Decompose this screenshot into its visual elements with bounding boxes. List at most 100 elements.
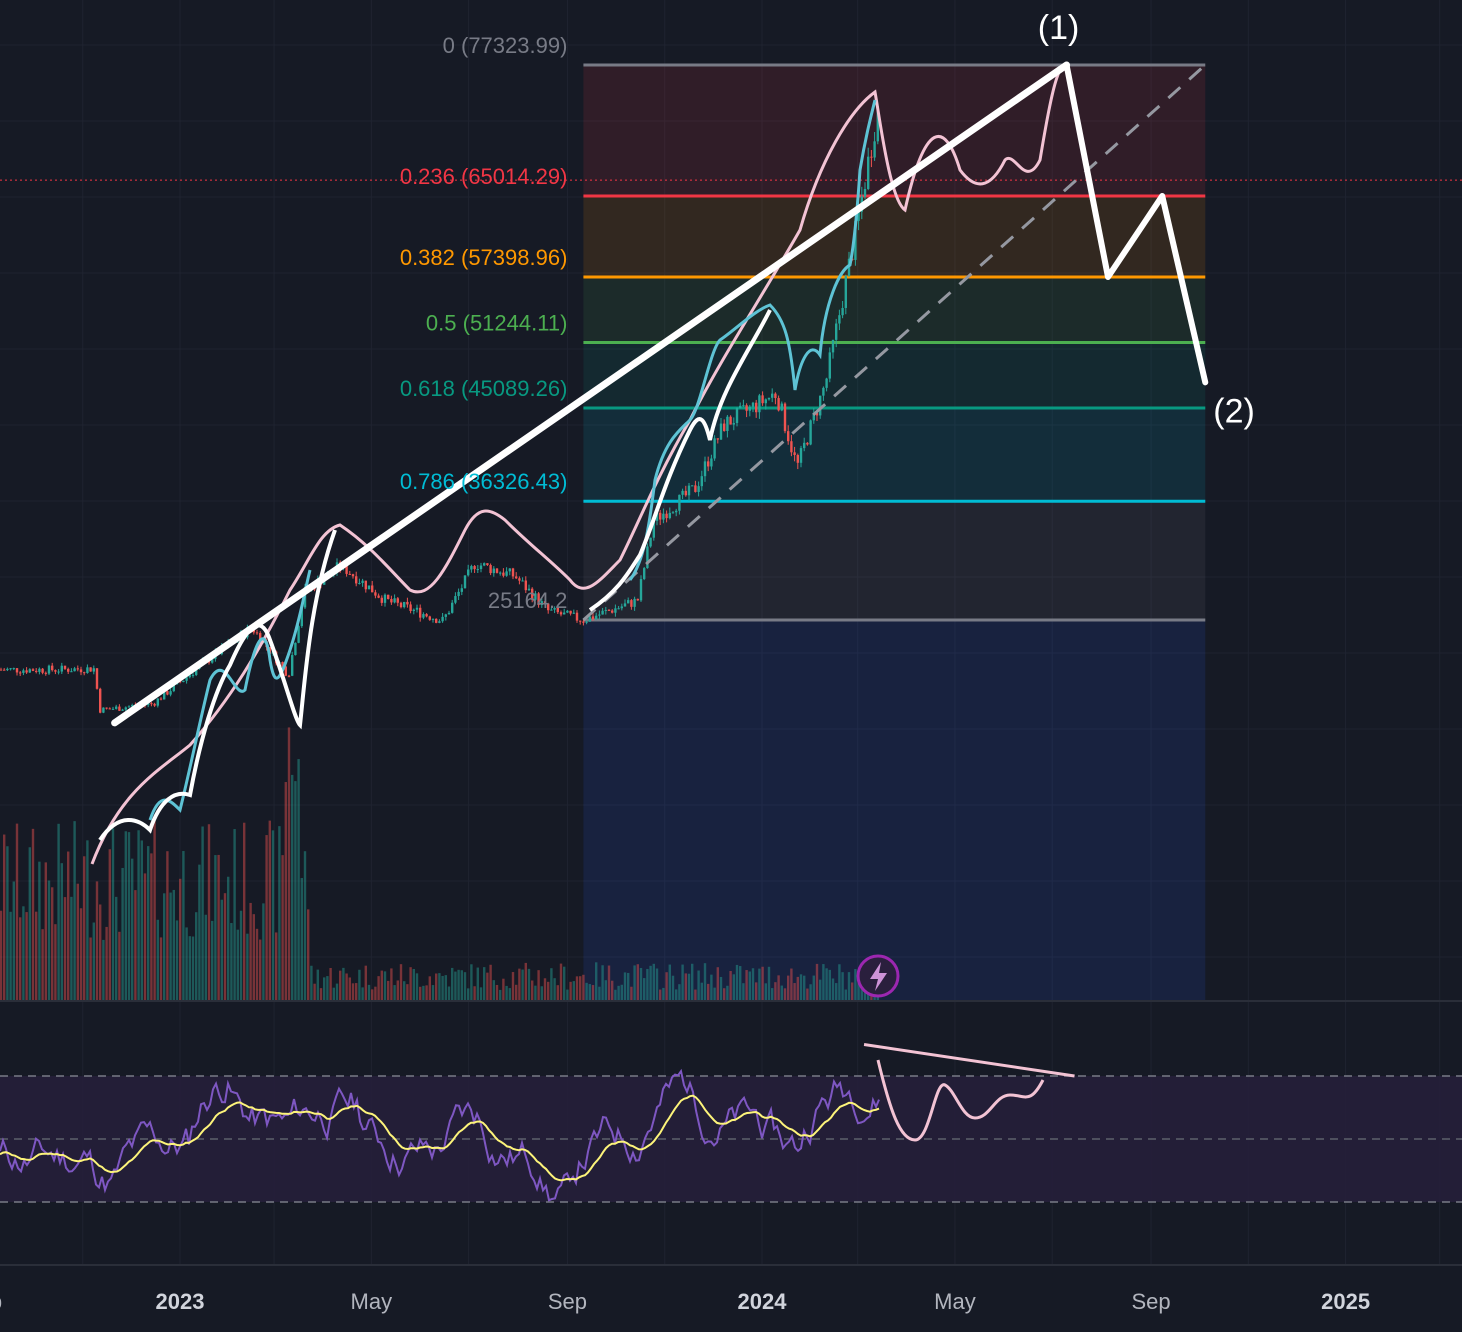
lightning-icon[interactable]: [870, 962, 887, 991]
volume-bar: [435, 973, 438, 1000]
candle-body: [524, 580, 527, 591]
volume-bar: [313, 983, 316, 1000]
x-axis-tick-2023: 2023: [156, 1289, 205, 1314]
candle-body: [403, 601, 406, 608]
candle-body: [259, 633, 262, 644]
volume-bar: [467, 988, 470, 1000]
fib-level-labels: 0 (77323.99) 0.236 (65014.29) 0.382 (57398…: [400, 33, 568, 613]
candle-body: [511, 568, 515, 577]
volume-bar: [780, 985, 783, 1000]
volume-bar: [19, 917, 22, 1000]
fib-label-0.382: 0.382 (57398.96): [400, 245, 568, 270]
volume-bar: [323, 977, 326, 1000]
volume-bar: [159, 937, 163, 1000]
volume-bar: [553, 978, 556, 1000]
candle-body: [617, 608, 620, 610]
volume-bar: [668, 964, 671, 1000]
candle-body: [390, 599, 393, 603]
candle-body: [460, 588, 463, 592]
lightning-badge[interactable]: [856, 954, 900, 998]
volume-bar: [751, 968, 755, 1000]
volume-bar: [863, 986, 867, 1000]
volume-bar: [787, 975, 790, 1000]
candle-body: [422, 614, 425, 618]
volume-bar: [358, 969, 361, 1000]
volume-bar: [675, 989, 678, 1000]
volume-bar: [249, 902, 252, 1000]
volume-bar: [188, 936, 191, 1000]
candle-body: [620, 606, 623, 609]
volume-bar: [15, 823, 19, 1000]
volume-bar: [259, 939, 262, 1000]
rsi-panel: [0, 1043, 1462, 1203]
volume-bar: [713, 987, 716, 1000]
volume-bar: [726, 985, 729, 1000]
candle-body: [118, 706, 121, 711]
volume-bar: [854, 969, 857, 1000]
volume-bar: [406, 984, 409, 1000]
candle-body: [25, 670, 28, 673]
volume-bar: [838, 964, 841, 1000]
volume-bar: [671, 975, 675, 1000]
volume-bar: [3, 834, 6, 1000]
candle-body: [854, 220, 857, 260]
volume-bar: [163, 893, 166, 1000]
candle-body: [604, 609, 607, 611]
candle-body: [790, 441, 793, 453]
volume-bar: [630, 986, 633, 1000]
volume-bar: [857, 974, 860, 1000]
candle-body: [553, 608, 556, 610]
volume-bar: [287, 727, 291, 1000]
volume-bar: [399, 964, 403, 1000]
volume-bar: [774, 982, 777, 1000]
volume-bar: [25, 912, 28, 1000]
cyan-wave-drawing: [148, 99, 877, 821]
volume-bar: [793, 983, 796, 1000]
volume-bar: [415, 973, 419, 1000]
volume-bar: [0, 910, 3, 1000]
volume-bar: [700, 982, 703, 1000]
volume-bar: [223, 893, 227, 1000]
volume-bar: [390, 968, 393, 1000]
candle-body: [569, 610, 572, 614]
candle-body: [361, 580, 364, 583]
volume-bar: [428, 976, 431, 1000]
candle-body: [159, 698, 163, 700]
candle-body: [671, 512, 675, 514]
candle-body: [380, 597, 383, 603]
candle-body: [515, 576, 518, 579]
candle-body: [815, 412, 819, 416]
x-axis-tick-partial: p: [0, 1289, 2, 1314]
volume-bar: [262, 903, 265, 1000]
candle-body: [470, 566, 473, 570]
volume-bar: [345, 973, 348, 1000]
volume-bar: [44, 862, 47, 1000]
candle-body: [783, 403, 787, 432]
candle-body: [723, 423, 726, 431]
volume-bar: [169, 892, 172, 1000]
candle-body: [540, 601, 543, 606]
candle-body: [121, 709, 124, 711]
volume-bar: [310, 965, 313, 1000]
candle-body: [505, 571, 508, 576]
volume-bar: [851, 982, 854, 1000]
candle-body: [863, 188, 867, 197]
volume-bar: [35, 911, 38, 1000]
volume-bar: [204, 914, 207, 1000]
volume-bar: [166, 851, 169, 1000]
volume-bar: [95, 881, 99, 1000]
fib-label-0.786: 0.786 (36326.43): [400, 469, 568, 494]
candle-body: [662, 513, 665, 520]
volume-bar: [540, 986, 543, 1000]
candle-body: [195, 668, 198, 675]
volume-bar: [633, 965, 636, 1000]
candle-body: [591, 616, 595, 620]
volume-bar: [102, 939, 105, 1000]
volume-bar: [588, 984, 591, 1000]
candle-body: [348, 573, 351, 575]
volume-bar: [291, 774, 294, 1000]
volume-bar: [140, 840, 143, 1000]
candle-body: [735, 408, 739, 424]
candle-body: [127, 706, 131, 708]
